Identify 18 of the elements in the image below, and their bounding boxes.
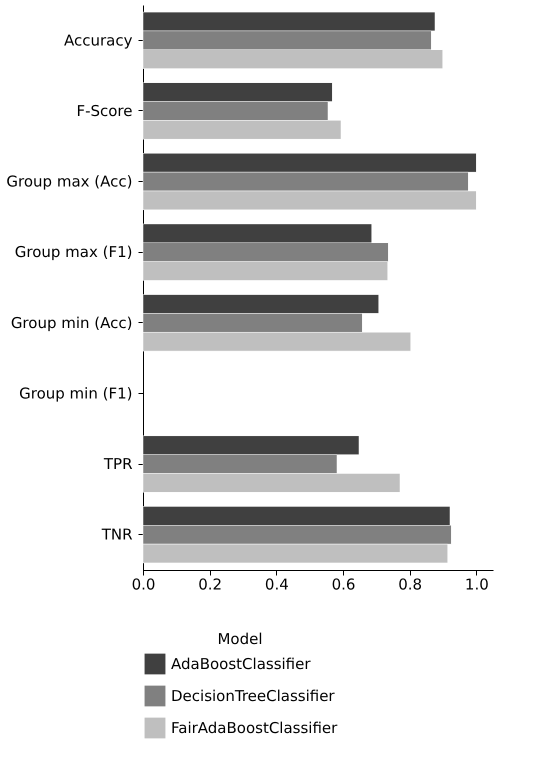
legend-label: DecisionTreeClassifier: [171, 687, 336, 705]
y-tick-label: TPR: [102, 455, 132, 474]
y-tick-label: Group max (F1): [14, 243, 132, 262]
x-tick-label: 0.2: [198, 576, 222, 594]
x-tick-label: 0.0: [132, 576, 156, 594]
x-tick-label: 0.8: [398, 576, 422, 594]
y-tick-label: Accuracy: [64, 31, 133, 50]
y-tick-label: Group max (Acc): [6, 172, 132, 191]
x-tick-label: 1.0: [464, 576, 489, 594]
y-tick-label: TNR: [100, 526, 132, 544]
y-tick-label: Group min (F1): [19, 384, 132, 402]
y-tick-label: Group min (Acc): [10, 314, 132, 332]
legend-label: AdaBoostClassifier: [171, 655, 312, 673]
y-tick-label: F-Score: [76, 102, 132, 120]
legend-label: FairAdaBoostClassifier: [171, 719, 338, 737]
legend-title: Model: [217, 630, 263, 648]
x-tick-label: 0.6: [332, 576, 356, 594]
x-tick-label: 0.4: [264, 576, 289, 594]
